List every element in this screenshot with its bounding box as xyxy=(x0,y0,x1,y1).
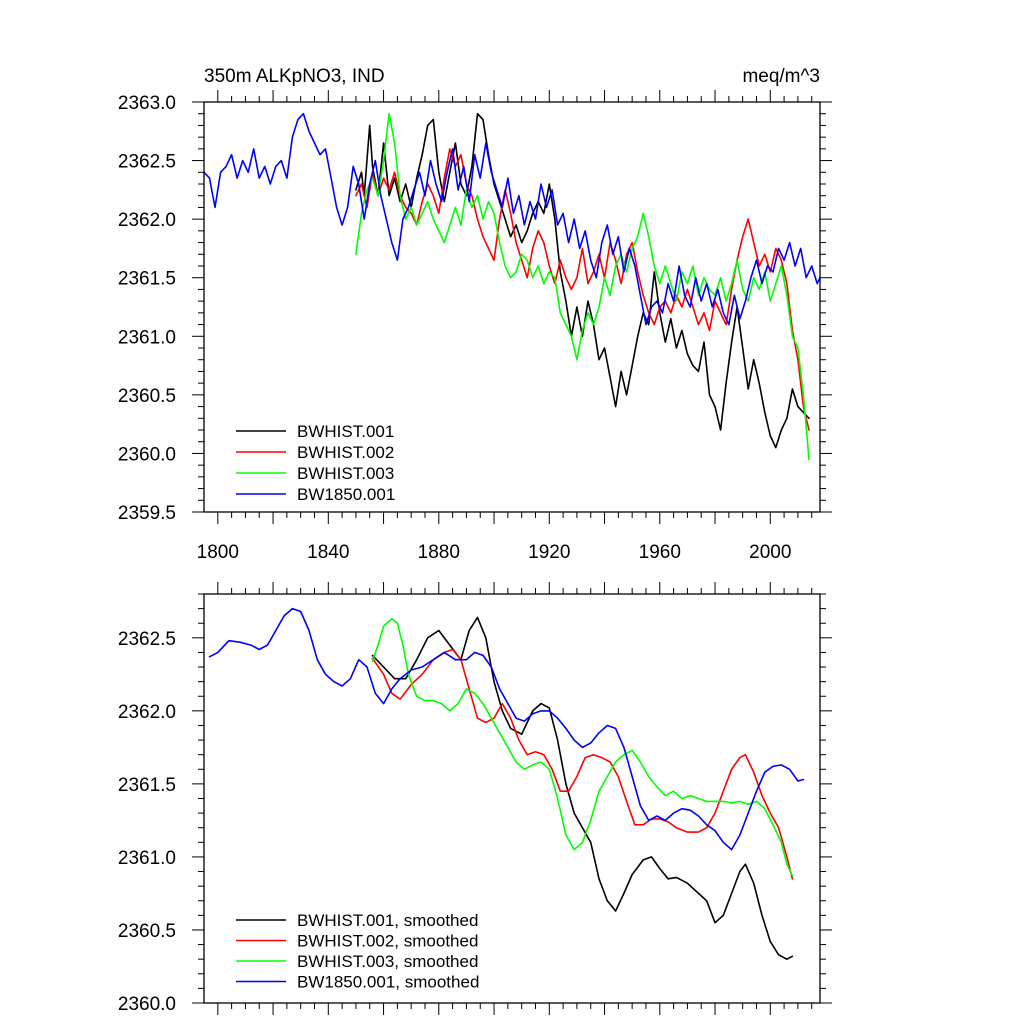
raw-ytick-label: 2360.5 xyxy=(118,386,176,407)
raw-series-4-line xyxy=(203,112,821,326)
smoothed-ytick-label: 2360.0 xyxy=(118,994,176,1015)
raw-series-2-line xyxy=(355,148,810,431)
raw-xtick-label: 1960 xyxy=(639,542,681,563)
raw-legend-label-2: BWHIST.002 xyxy=(297,443,394,462)
smoothed-series-2-line xyxy=(371,648,794,880)
raw-legend-label-4: BW1850.001 xyxy=(297,485,395,504)
smoothed-legend-label-4: BW1850.001, smoothed xyxy=(297,973,479,992)
raw-ytick-label: 2362.0 xyxy=(118,210,176,231)
smoothed-series-4-line xyxy=(208,607,805,851)
raw-ytick-label: 2359.5 xyxy=(118,503,176,524)
raw-xtick-label: 2000 xyxy=(749,542,791,563)
raw-ytick-label: 2361.0 xyxy=(118,327,176,348)
raw-xtick-label: 1920 xyxy=(528,542,570,563)
smoothed-ytick-label: 2361.0 xyxy=(118,848,176,869)
raw-ytick-label: 2361.5 xyxy=(118,269,176,290)
smoothed-ytick-label: 2362.0 xyxy=(118,702,176,723)
smoothed-legend-label-1: BWHIST.001, smoothed xyxy=(297,911,478,930)
smoothed-ytick-label: 2361.5 xyxy=(118,775,176,796)
panel-title: 350m ALKpNO3, IND xyxy=(204,66,385,87)
raw-plot-frame xyxy=(203,101,821,513)
raw-xtick-label: 1880 xyxy=(418,542,460,563)
raw-series-3-line xyxy=(355,112,810,461)
raw-ytick-label: 2363.0 xyxy=(118,93,176,114)
raw-ytick-label: 2362.5 xyxy=(118,152,176,173)
smoothed-series-3-line xyxy=(371,618,794,877)
raw-legend-label-3: BWHIST.003 xyxy=(297,464,394,483)
raw-xtick-label: 1800 xyxy=(197,542,239,563)
bottom-panel: 2360.0 2360.5 2361.0 2361.5 2362.0 2362.5 BWHI… xyxy=(118,582,832,1015)
smoothed-ytick-label: 2362.5 xyxy=(118,629,176,650)
top-panel: 2359.5 2360.0 2360.5 2361.0 2361.5 2362.0 2362… xyxy=(118,90,832,563)
smoothed-legend-label-2: BWHIST.002, smoothed xyxy=(297,932,478,951)
raw-legend-label-1: BWHIST.001 xyxy=(297,422,394,441)
raw-xtick-label: 1840 xyxy=(307,542,349,563)
panel-units: meq/m^3 xyxy=(742,66,820,87)
raw-series-1-line xyxy=(355,112,810,449)
smoothed-legend-label-3: BWHIST.003, smoothed xyxy=(297,952,478,971)
smoothed-ytick-label: 2360.5 xyxy=(118,921,176,942)
raw-ytick-label: 2360.0 xyxy=(118,444,176,465)
